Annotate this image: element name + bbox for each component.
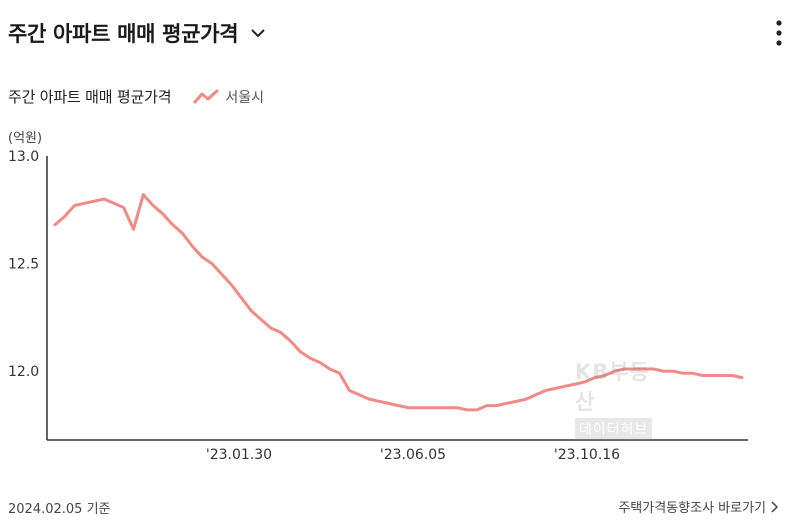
watermark-top: KB부동산: [575, 360, 650, 414]
line-chart: 13.0 12.5 12.0 '23.01.30 '23.06.05 '23.10.16: [8, 149, 748, 463]
x-tick-label: '23.10.16: [554, 447, 620, 463]
legend-label: 서울시: [225, 89, 264, 106]
legend-row: 주간 아파트 매매 평균가격 서울시: [8, 86, 264, 107]
kb-watermark-logo: KB부동산 데이터허브: [575, 356, 670, 440]
line-series-icon: [193, 89, 219, 103]
chart-title: 주간 아파트 매매 평균가격: [8, 22, 239, 46]
reference-date: 2024.02.05 기준: [8, 502, 111, 517]
chevron-right-icon: [771, 500, 778, 513]
y-tick-labels: 13.0 12.5 12.0: [8, 149, 39, 380]
chart-title-dropdown[interactable]: 주간 아파트 매매 평균가격: [8, 18, 266, 48]
legend-item-seoul[interactable]: 서울시: [193, 87, 264, 107]
legend-title: 주간 아파트 매매 평균가격: [8, 88, 172, 106]
watermark-bottom: 데이터허브: [575, 418, 653, 440]
survey-link[interactable]: 주택가격동향조사 바로가기: [618, 497, 778, 516]
x-tick-label: '23.01.30: [206, 447, 272, 463]
more-vertical-icon[interactable]: [774, 18, 784, 48]
x-tick-label: '23.06.05: [380, 447, 446, 463]
y-tick-label: 13.0: [8, 149, 39, 165]
chevron-down-icon: [251, 29, 265, 38]
y-axis-unit: (억원): [8, 131, 43, 146]
y-tick-label: 12.5: [8, 257, 39, 273]
y-tick-label: 12.0: [8, 364, 39, 380]
x-tick-labels: '23.01.30 '23.06.05 '23.10.16: [206, 447, 620, 463]
survey-link-label: 주택가격동향조사 바로가기: [618, 501, 766, 516]
series-line-seoul: [53, 193, 744, 412]
chart-header: 주간 아파트 매매 평균가격: [0, 0, 796, 68]
